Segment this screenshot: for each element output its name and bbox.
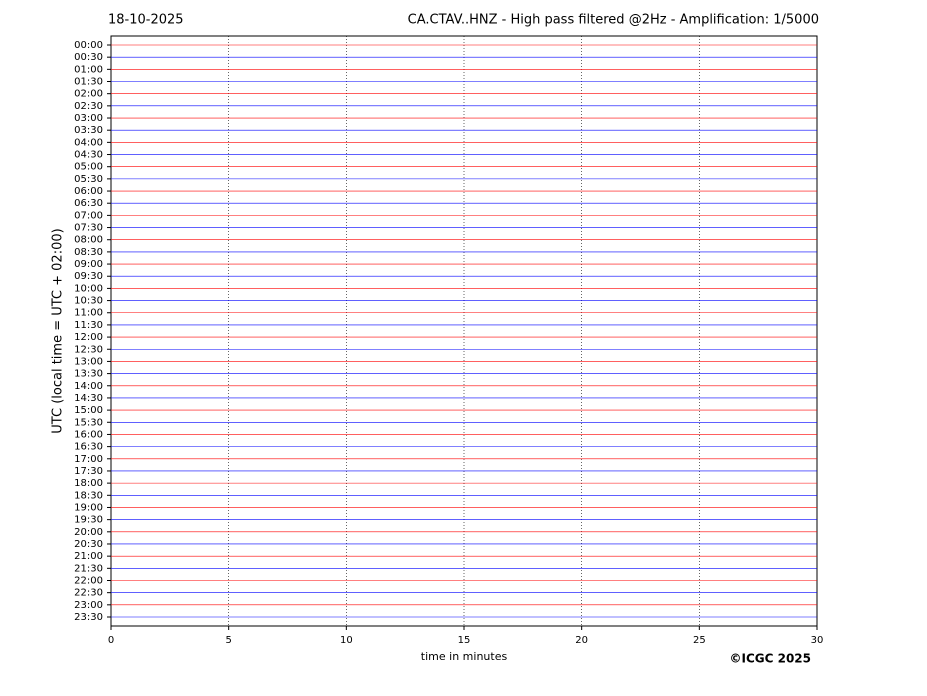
y-tick-label: 11:30	[74, 320, 103, 331]
x-tick-label: 25	[693, 635, 706, 646]
y-tick-label: 02:30	[74, 101, 103, 112]
y-tick-label: 08:00	[74, 235, 103, 246]
y-tick-label: 23:00	[74, 600, 103, 611]
y-tick-label: 02:00	[74, 89, 103, 100]
y-tick-label: 05:00	[74, 162, 103, 173]
y-tick-label: 00:30	[74, 52, 103, 63]
y-tick-label: 11:00	[74, 308, 103, 319]
y-tick-label: 14:00	[74, 381, 103, 392]
x-tick-label: 10	[340, 635, 353, 646]
y-tick-label: 18:30	[74, 490, 103, 501]
y-tick-label: 05:30	[74, 174, 103, 185]
y-tick-label: 23:30	[74, 612, 103, 623]
y-tick-label: 09:30	[74, 271, 103, 282]
y-tick-label: 06:00	[74, 186, 103, 197]
y-tick-label: 16:00	[74, 429, 103, 440]
y-axis-label: UTC (local time = UTC + 02:00)	[51, 228, 66, 433]
y-tick-label: 10:30	[74, 296, 103, 307]
y-tick-label: 07:30	[74, 223, 103, 234]
y-tick-label: 20:00	[74, 527, 103, 538]
credit: ©ICGC 2025	[729, 652, 811, 666]
y-tick-label: 14:30	[74, 393, 103, 404]
y-tick-label: 10:00	[74, 283, 103, 294]
x-tick-label: 5	[225, 635, 231, 646]
y-tick-label: 21:00	[74, 551, 103, 562]
y-tick-label: 12:30	[74, 344, 103, 355]
y-tick-label: 21:30	[74, 563, 103, 574]
x-axis-label: time in minutes	[421, 650, 508, 663]
y-tick-label: 08:30	[74, 247, 103, 258]
y-tick-label: 01:30	[74, 77, 103, 88]
y-tick-label: 04:00	[74, 137, 103, 148]
chart-date: 18-10-2025	[108, 13, 184, 28]
y-tick-label: 06:30	[74, 198, 103, 209]
y-tick-label: 22:30	[74, 588, 103, 599]
x-tick-label: 20	[575, 635, 588, 646]
y-tick-label: 03:30	[74, 125, 103, 136]
y-tick-label: 16:30	[74, 442, 103, 453]
y-tick-label: 13:00	[74, 356, 103, 367]
y-tick-label: 13:30	[74, 369, 103, 380]
x-tick-label: 0	[108, 635, 114, 646]
y-tick-label: 15:00	[74, 405, 103, 416]
x-tick-label: 15	[458, 635, 471, 646]
y-tick-label: 09:00	[74, 259, 103, 270]
y-tick-label: 12:00	[74, 332, 103, 343]
y-tick-label: 20:30	[74, 539, 103, 550]
y-tick-label: 15:30	[74, 417, 103, 428]
y-tick-label: 19:00	[74, 502, 103, 513]
chart-title: CA.CTAV..HNZ - High pass filtered @2Hz -…	[408, 13, 819, 28]
y-tick-label: 04:30	[74, 150, 103, 161]
y-tick-label: 18:00	[74, 478, 103, 489]
y-tick-label: 17:00	[74, 454, 103, 465]
y-tick-label: 17:30	[74, 466, 103, 477]
y-tick-label: 00:00	[74, 40, 103, 51]
y-tick-label: 01:00	[74, 64, 103, 75]
x-tick-label: 30	[811, 635, 824, 646]
y-tick-label: 03:00	[74, 113, 103, 124]
y-tick-label: 19:30	[74, 515, 103, 526]
y-tick-label: 07:00	[74, 210, 103, 221]
y-tick-label: 22:00	[74, 575, 103, 586]
